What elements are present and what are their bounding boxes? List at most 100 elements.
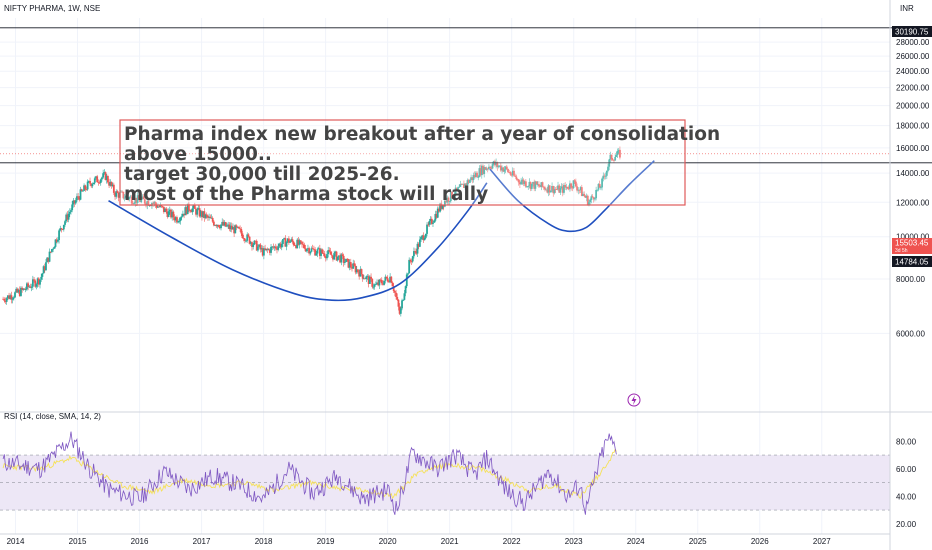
candle-body [276,248,278,250]
candle-body [592,197,595,200]
candle-body [504,166,507,170]
candle-body [507,168,509,173]
candle-body [470,177,472,181]
candle-body [201,211,203,218]
candle-body [14,292,16,298]
candle-body [253,240,256,245]
candle-body [486,168,489,170]
candle-body [58,230,60,241]
candle-body [324,256,327,259]
candle-body [390,276,393,283]
candle-body [164,208,166,213]
candle-body [360,269,363,275]
candle-body [265,248,268,251]
candle-body [397,299,400,307]
candle-body [546,189,549,193]
candle-body [202,211,205,218]
support-price-text: 14784.05 [895,258,929,267]
candle-body [426,224,428,234]
candle-body [348,262,351,268]
candle-body [522,179,525,185]
candle-body [198,208,201,217]
candle-body [254,240,257,242]
candle-body [603,175,606,177]
candle-body [583,193,586,196]
candle-body [311,248,314,250]
candle-body [536,184,539,185]
candle-body [398,306,401,314]
candlestick-series [2,146,621,317]
candle-body [36,278,39,285]
candle-body [197,208,200,210]
candle-body [521,179,524,182]
candle-body [476,172,478,178]
candle-body [495,162,497,166]
candle-body [259,244,262,250]
candle-body [217,224,220,227]
symbol-label[interactable]: NIFTY PHARMA, 1W, NSE [4,4,100,13]
candle-body [167,211,170,217]
time-axis[interactable]: 2014 2015 2016 2017 2018 2019 2020 2021 2022 2023… [0,533,890,546]
candle-body [166,211,169,217]
candle-body [20,287,22,296]
candle-body [290,239,293,242]
price-axis[interactable]: 6000.00 8000.00 10000.00 12000.00 14000.00 16… [889,0,930,550]
candle-body [289,241,291,243]
candle-body [168,209,171,212]
candle-body [115,191,118,197]
candle-body [236,226,239,228]
candle-body [552,186,555,194]
candle-body [137,195,140,200]
candle-body [420,237,422,240]
candle-body [124,195,127,198]
candle-body [372,286,375,288]
candle-body [196,209,199,215]
candle-body [192,205,195,209]
rsi-axis[interactable]: 20.00 40.00 60.00 80.00 [896,437,917,529]
candle-body [422,235,425,241]
time-tick-label: 2014 [7,537,25,546]
lightning-icon[interactable] [627,393,641,407]
candle-body [526,186,528,188]
candle-body [605,170,608,176]
candle-body [258,244,261,247]
currency-label: INR [900,4,914,13]
current-price-tag: 15503.45 3d 5h [892,238,932,254]
candle-body [60,228,63,230]
candle-body [283,238,286,240]
candle-body [509,172,512,175]
price-tick-label: 20000.00 [896,102,930,111]
candle-body [563,185,565,193]
candle-body [293,245,296,246]
candle-body [382,283,384,285]
candle-body [491,164,494,169]
candle-body [457,187,459,190]
cup-arc-2 [489,160,655,233]
candle-body [416,243,419,254]
candle-body [152,203,155,204]
candle-body [479,168,482,176]
candle-body [597,183,600,190]
rsi-tick-label: 80.00 [896,437,917,446]
candle-body [508,172,511,173]
candle-body [81,190,84,192]
candle-body [155,204,158,208]
candle-body [386,278,389,282]
price-tick-label: 10000.00 [896,233,930,242]
candle-body [298,240,301,245]
candle-body [616,150,619,156]
candle-body [66,214,69,220]
candle-body [591,196,594,198]
candle-body [335,251,338,261]
candle-body [353,263,356,266]
annotation-box[interactable] [119,119,686,206]
candle-body [473,174,476,178]
candle-body [128,197,131,200]
rsi-label[interactable]: RSI (14, close, SMA, 14, 2) [4,412,101,421]
candle-body [573,180,576,182]
candle-body [85,189,88,191]
candle-body [33,279,35,281]
candle-body [435,213,438,218]
candle-body [370,276,372,280]
